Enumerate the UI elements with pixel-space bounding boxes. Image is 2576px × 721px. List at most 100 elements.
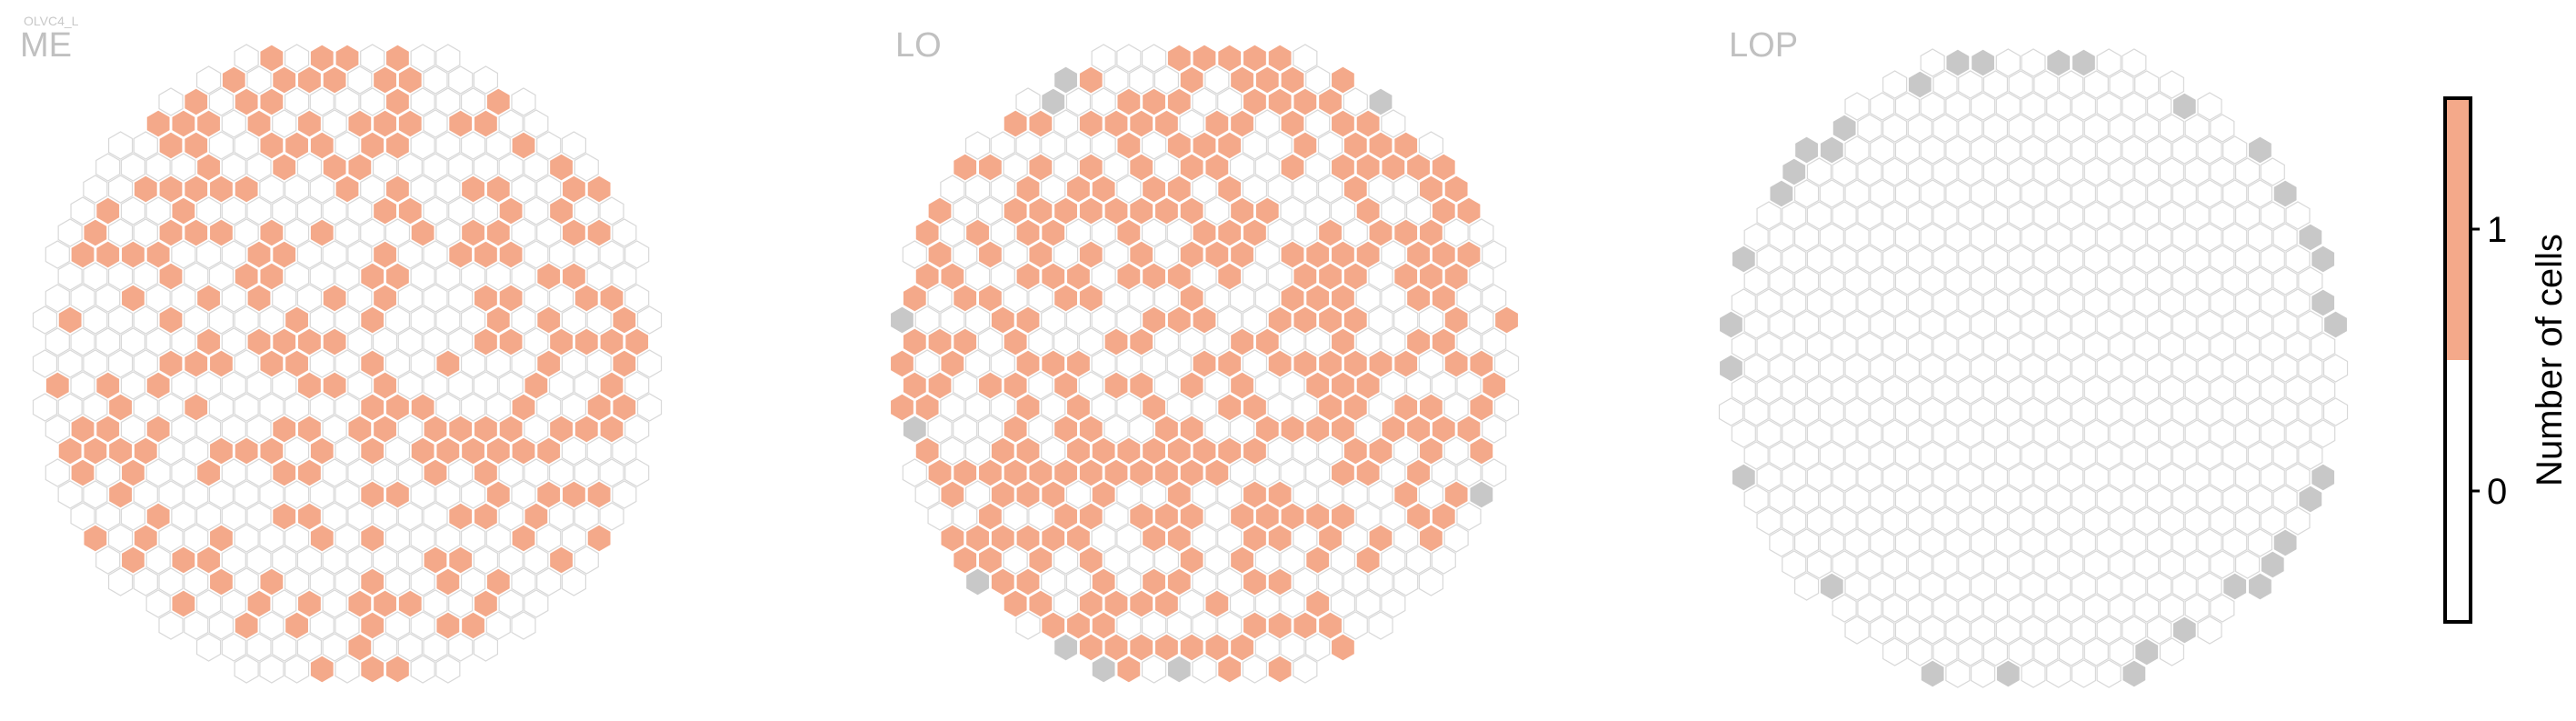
hex-column-empty bbox=[334, 218, 360, 247]
hex-column-empty bbox=[2197, 354, 2222, 383]
hex-column-empty bbox=[1970, 223, 1996, 252]
hex-column-filled bbox=[1141, 262, 1167, 291]
hex-column-filled bbox=[990, 480, 1015, 509]
hex-column-empty bbox=[2134, 70, 2160, 99]
hex-column-filled bbox=[1078, 196, 1103, 225]
hex-column-empty bbox=[2210, 594, 2235, 623]
hex-column-empty bbox=[195, 502, 222, 531]
hex-column-filled bbox=[1330, 109, 1356, 138]
hex-column-filled bbox=[360, 131, 385, 160]
hex-column-filled bbox=[498, 415, 524, 444]
hex-column-empty bbox=[221, 546, 246, 575]
hex-column-empty bbox=[927, 284, 953, 313]
hex-column-empty bbox=[1267, 175, 1293, 204]
hex-column-filled bbox=[397, 196, 423, 225]
hex-column-empty bbox=[259, 480, 285, 509]
hex-column-filled bbox=[1166, 175, 1192, 204]
hex-column-empty bbox=[2184, 376, 2210, 405]
hex-column-empty bbox=[2021, 266, 2046, 295]
hex-column-empty bbox=[2222, 397, 2248, 426]
hex-column-empty bbox=[1293, 524, 1318, 553]
hex-column-filled bbox=[1368, 349, 1393, 378]
hex-column-empty bbox=[284, 175, 310, 204]
hex-column-empty bbox=[423, 502, 448, 531]
hex-column-empty bbox=[1192, 655, 1217, 684]
hex-column-empty bbox=[1982, 245, 2009, 274]
hex-column-empty bbox=[2234, 245, 2261, 274]
hex-column-empty bbox=[460, 480, 486, 509]
hex-column-empty bbox=[1254, 589, 1280, 618]
hex-column-filled bbox=[171, 589, 196, 618]
hex-column-empty bbox=[2222, 485, 2248, 514]
hex-column-empty bbox=[1028, 327, 1053, 356]
hex-column-filled bbox=[1204, 633, 1230, 662]
hex-column-filled bbox=[1355, 109, 1381, 138]
hex-column-filled bbox=[1229, 546, 1255, 575]
hex-column-empty bbox=[460, 393, 486, 422]
hex-column-empty bbox=[1970, 135, 1996, 165]
hex-column-filled bbox=[1305, 415, 1331, 444]
hex-column-empty bbox=[221, 109, 246, 138]
hex-column-empty bbox=[234, 131, 259, 160]
hex-column-empty bbox=[2008, 463, 2033, 492]
hex-column-filled bbox=[1293, 349, 1318, 378]
hex-column-filled bbox=[1003, 371, 1028, 400]
hex-column-filled bbox=[360, 436, 385, 466]
hex-column-empty bbox=[133, 218, 158, 247]
hex-column-filled bbox=[133, 436, 158, 466]
hex-column-empty bbox=[1343, 87, 1368, 116]
hex-column-empty bbox=[95, 502, 121, 531]
hex-column-empty bbox=[1103, 415, 1129, 444]
hex-column-filled bbox=[1041, 262, 1066, 291]
hex-column-empty bbox=[410, 131, 435, 160]
hex-column-filled bbox=[1179, 240, 1204, 269]
hex-column-empty bbox=[2134, 332, 2160, 361]
hex-column-empty bbox=[1355, 502, 1381, 531]
hex-column-empty bbox=[964, 175, 991, 204]
hex-column-empty bbox=[2134, 594, 2160, 623]
hex-column-empty bbox=[423, 65, 448, 95]
hex-column-filled bbox=[234, 87, 259, 116]
hex-column-empty bbox=[448, 633, 474, 662]
hex-column-empty bbox=[940, 175, 965, 204]
hex-column-filled bbox=[1317, 349, 1343, 378]
hex-column-filled bbox=[1229, 109, 1255, 138]
hex-column-empty bbox=[636, 349, 663, 378]
hex-column-empty bbox=[221, 327, 246, 356]
hex-column-empty bbox=[524, 284, 549, 313]
hex-column-empty bbox=[2146, 354, 2172, 383]
hex-column-filled bbox=[448, 502, 474, 531]
hex-column-filled bbox=[1078, 589, 1103, 618]
panel-me: OLVC4_L ME bbox=[20, 14, 663, 684]
hex-column-filled bbox=[460, 175, 486, 204]
hex-column-empty bbox=[1078, 327, 1103, 356]
hex-column-empty bbox=[460, 262, 486, 291]
hex-column-empty bbox=[95, 284, 121, 313]
hex-column-empty bbox=[2222, 310, 2248, 339]
hex-column-empty bbox=[1932, 114, 1958, 143]
hex-column-empty bbox=[208, 611, 235, 640]
hex-column-empty bbox=[2046, 441, 2072, 470]
hex-column-filled bbox=[1405, 327, 1432, 356]
hex-column-empty bbox=[1153, 153, 1180, 182]
hex-column-empty bbox=[1418, 305, 1444, 335]
hex-column-empty bbox=[334, 524, 360, 553]
hex-column-empty bbox=[1065, 480, 1092, 509]
hex-column-filled bbox=[1355, 371, 1381, 400]
hex-column-filled bbox=[1293, 262, 1318, 291]
hex-column-empty bbox=[1242, 175, 1268, 204]
hex-column-filled bbox=[1078, 284, 1103, 313]
hex-column-missing bbox=[2247, 135, 2273, 165]
hex-column-empty bbox=[234, 349, 259, 378]
hex-column-empty bbox=[1958, 245, 1983, 274]
hex-column-empty bbox=[485, 393, 511, 422]
hex-column-empty bbox=[1405, 196, 1432, 225]
hex-column-empty bbox=[2096, 528, 2122, 557]
hex-column-empty bbox=[1368, 262, 1393, 291]
hex-column-empty bbox=[1806, 288, 1832, 317]
hex-column-empty bbox=[1330, 546, 1356, 575]
hex-grid-lo bbox=[889, 44, 1520, 684]
hex-column-empty bbox=[536, 524, 562, 553]
hex-column-empty bbox=[1832, 419, 1857, 448]
hex-column-filled bbox=[384, 175, 411, 204]
